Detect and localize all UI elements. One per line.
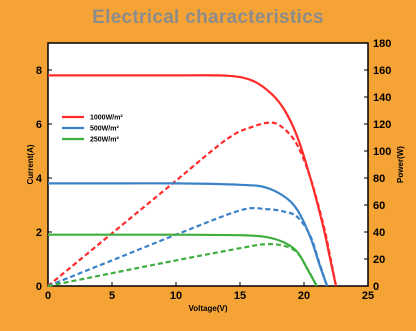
series-power-line-5 [47,243,318,288]
y2-tick-label: 180 [373,38,391,50]
x-tick-label: 25 [362,290,374,302]
y-tick-label: 2 [36,227,42,239]
x-axis-label: Voltage(V) [189,304,228,313]
x-tick-label: 15 [234,290,246,302]
y-tick-label: 0 [36,281,42,293]
y2-tick-label: 120 [373,119,391,131]
x-tick-label: 0 [45,290,51,302]
series-current-line-2 [48,182,329,287]
series-power-line-1 [47,121,338,287]
y-axis-label: Current(A) [26,144,35,184]
y2-tick-label: 20 [373,254,385,266]
chart-title: Electrical characteristics [92,7,324,28]
y2-tick-label: 60 [373,200,385,212]
y2-axis-label: Power(W) [396,146,405,183]
y2-tick-label: 80 [373,173,385,185]
y2-tick-label: 100 [373,146,391,158]
y-tick-label: 4 [36,173,43,185]
legend-label: 1000W/m² [90,115,123,122]
y2-tick-label: 40 [373,227,385,239]
y2-tick-label: 0 [373,281,379,293]
plot-area [47,42,369,287]
x-tick-label: 10 [170,290,182,302]
x-tick-label: 5 [109,290,115,302]
y-tick-label: 8 [36,65,42,77]
y-tick-label: 6 [36,119,42,131]
y2-tick-label: 160 [373,65,391,77]
legend-label: 250W/m² [90,137,119,144]
series-power-line-3 [47,206,329,288]
x-tick-label: 20 [298,290,310,302]
legend-label: 500W/m² [90,126,119,133]
y2-tick-label: 140 [373,92,391,104]
